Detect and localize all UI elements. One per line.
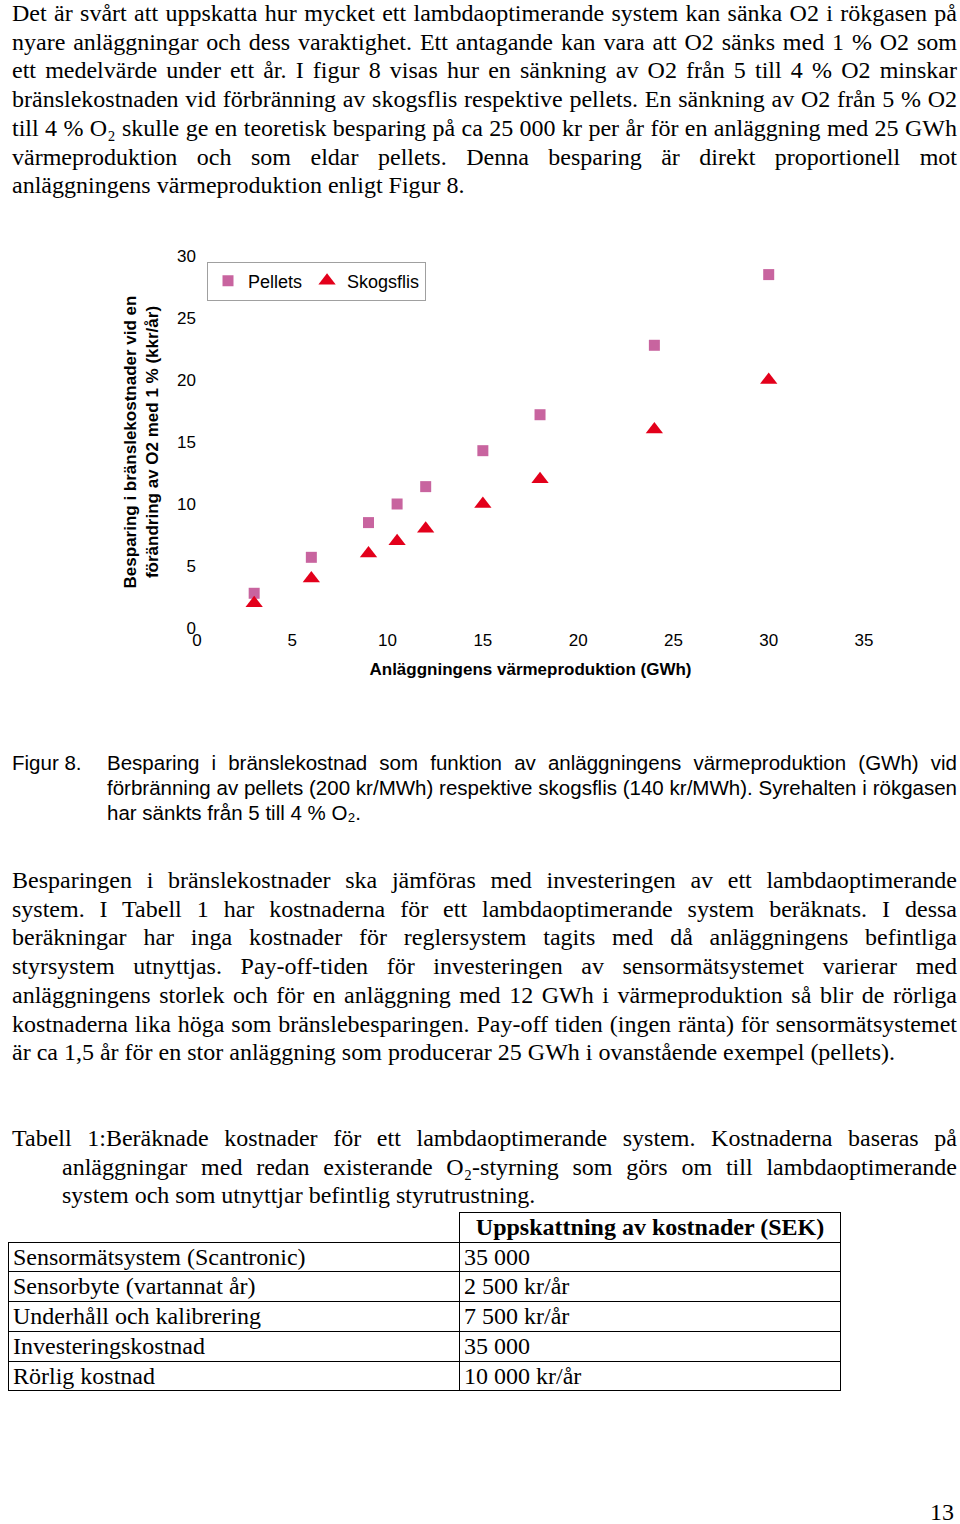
html-text:7 500 kr/år: 7 500 kr/år (464, 1303, 570, 1330)
html-text:Besparingen i bränslekostnader: Besparingen i bränslekostnader ska jämfö… (12, 867, 957, 1066)
html-text:2 500 kr/år: 2 500 kr/år (464, 1273, 570, 1300)
html-text:Det är svårt att uppskatta hur: Det är svårt att uppskatta hur mycket et… (12, 0, 957, 199)
svg-text:Pellets: Pellets (248, 272, 302, 292)
html-text:35 000: 35 000 (464, 1332, 530, 1359)
svg-text:5: 5 (288, 631, 297, 650)
svg-text:Skogsflis: Skogsflis (347, 272, 419, 292)
html-text:Sensormätsystem (Scantronic): Sensormätsystem (Scantronic) (13, 1243, 306, 1270)
svg-text:20: 20 (177, 371, 196, 390)
html-text:Underhåll och kalibrering: Underhåll och kalibrering (13, 1303, 261, 1330)
html-text:13: 13 (930, 1499, 954, 1524)
svg-text:25: 25 (177, 309, 196, 328)
html-text:Sensorbyte (vartannat år): Sensorbyte (vartannat år) (13, 1273, 256, 1300)
svg-text:10: 10 (378, 631, 397, 650)
html-text:Figur 8.: Figur 8. (12, 751, 82, 774)
html-text:Besparing i bränslekostnad som: Besparing i bränslekostnad som funktion … (107, 751, 957, 824)
html-text:10 000 kr/år: 10 000 kr/år (464, 1362, 582, 1389)
svg-text:Anläggningens värmeproduktion: Anläggningens värmeproduktion (GWh) (369, 660, 691, 679)
svg-text:15: 15 (177, 433, 196, 452)
svg-text:10: 10 (177, 495, 196, 514)
svg-text:30: 30 (177, 247, 196, 266)
html-text:Tabell 1:Beräknade kostnader f: Tabell 1:Beräknade kostnader för ett lam… (12, 1125, 957, 1209)
svg-text:25: 25 (664, 631, 683, 650)
html-text:Rörlig kostnad: Rörlig kostnad (13, 1362, 155, 1389)
svg-text:15: 15 (473, 631, 492, 650)
html-text:Uppskattning av kostnader (SEK: Uppskattning av kostnader (SEK) (475, 1214, 825, 1240)
svg-text:0: 0 (192, 631, 201, 650)
svg-text:5: 5 (187, 557, 196, 576)
html-text:35 000: 35 000 (464, 1243, 530, 1270)
html-text:Investeringskostnad: Investeringskostnad (13, 1332, 205, 1359)
svg-text:Besparing i bränslekostnader v: Besparing i bränslekostnader vid enförän… (121, 296, 162, 589)
svg-text:30: 30 (759, 631, 778, 650)
svg-text:35: 35 (855, 631, 874, 650)
svg-text:20: 20 (569, 631, 588, 650)
svg-text:0: 0 (187, 619, 196, 638)
